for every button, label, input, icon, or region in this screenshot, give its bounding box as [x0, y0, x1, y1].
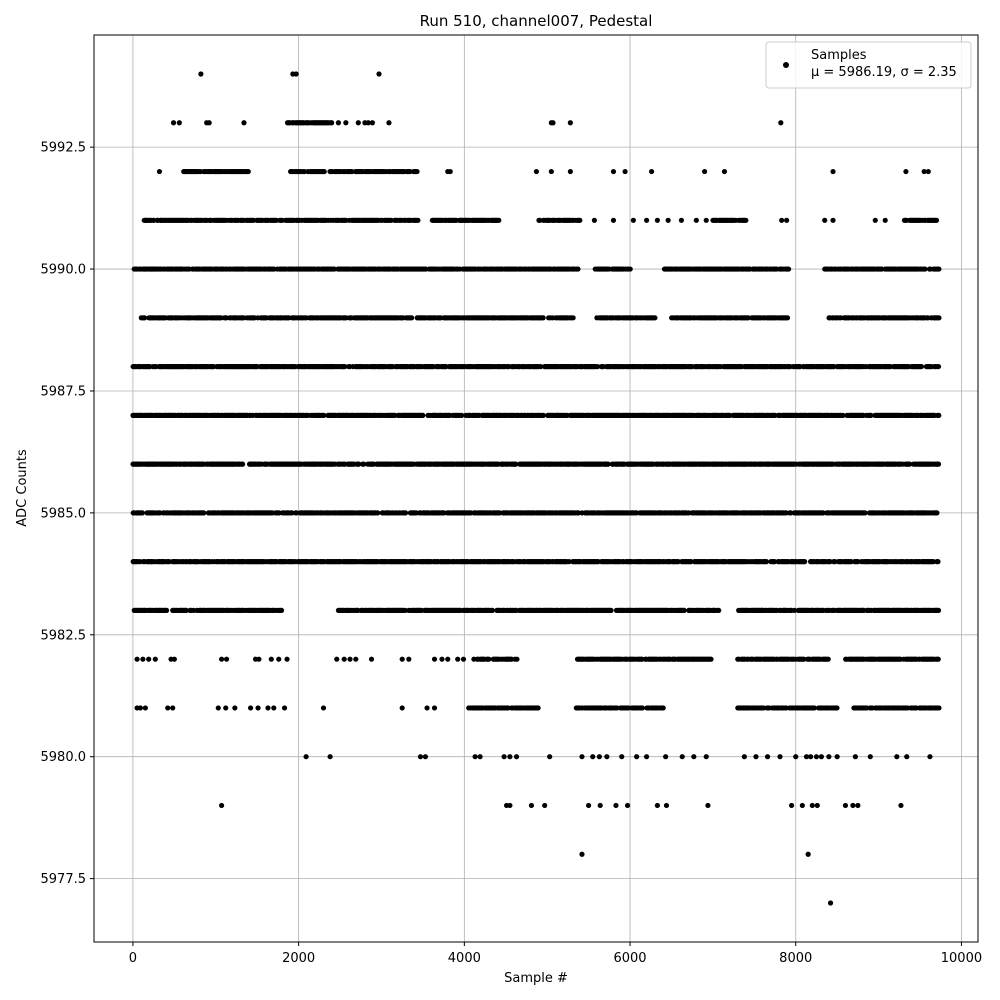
- data-point: [652, 315, 658, 321]
- data-point: [331, 266, 337, 272]
- data-point: [293, 510, 300, 516]
- data-point: [605, 461, 611, 467]
- data-point: [388, 217, 394, 223]
- data-point: [868, 412, 874, 418]
- data-point: [922, 266, 928, 272]
- data-point: [862, 510, 868, 516]
- data-point: [540, 315, 546, 321]
- data-point: [785, 266, 792, 272]
- data-point: [681, 607, 687, 614]
- data-point: [935, 607, 942, 614]
- data-point: [827, 559, 833, 565]
- data-point: [321, 412, 327, 418]
- data-point: [415, 217, 421, 223]
- data-point: [820, 510, 826, 516]
- data-point: [342, 363, 348, 370]
- data-point: [935, 559, 941, 565]
- data-point: [608, 607, 614, 614]
- data-points: [130, 71, 942, 906]
- data-point: [409, 315, 415, 321]
- data-point: [163, 607, 170, 614]
- data-point: [575, 510, 581, 516]
- data-point: [784, 315, 791, 321]
- data-point: [907, 461, 913, 467]
- data-point: [936, 412, 942, 418]
- data-point: [139, 510, 146, 516]
- data-point: [840, 412, 846, 418]
- data-point: [278, 607, 285, 614]
- data-point: [420, 412, 426, 418]
- data-point: [361, 461, 367, 467]
- data-point: [513, 461, 519, 467]
- data-point: [936, 266, 942, 272]
- data-point: [918, 363, 925, 370]
- data-point: [763, 559, 770, 565]
- data-point: [566, 559, 572, 565]
- data-point: [489, 607, 496, 614]
- data-point: [538, 363, 544, 370]
- data-point: [627, 266, 633, 272]
- data-point: [855, 559, 861, 565]
- data-point: [402, 510, 409, 516]
- data-point: [935, 461, 942, 467]
- data-point: [289, 510, 295, 516]
- data-point: [675, 559, 681, 565]
- data-point: [771, 559, 778, 565]
- data-point: [594, 363, 601, 370]
- data-point: [201, 510, 207, 516]
- data-point: [716, 607, 722, 614]
- data-point: [791, 607, 798, 614]
- data-point: [935, 363, 942, 370]
- data-point: [239, 461, 246, 467]
- data-point: [575, 266, 581, 272]
- data-point: [183, 607, 189, 614]
- data-point: [540, 412, 546, 418]
- data-point: [141, 315, 148, 321]
- data-point: [441, 510, 447, 516]
- data-point: [375, 510, 381, 516]
- data-point: [356, 461, 362, 467]
- data-point: [570, 315, 576, 321]
- data-point: [459, 412, 465, 418]
- data-point: [802, 559, 808, 565]
- data-point: [788, 510, 794, 516]
- data-point: [936, 315, 942, 321]
- data-point: [934, 510, 940, 516]
